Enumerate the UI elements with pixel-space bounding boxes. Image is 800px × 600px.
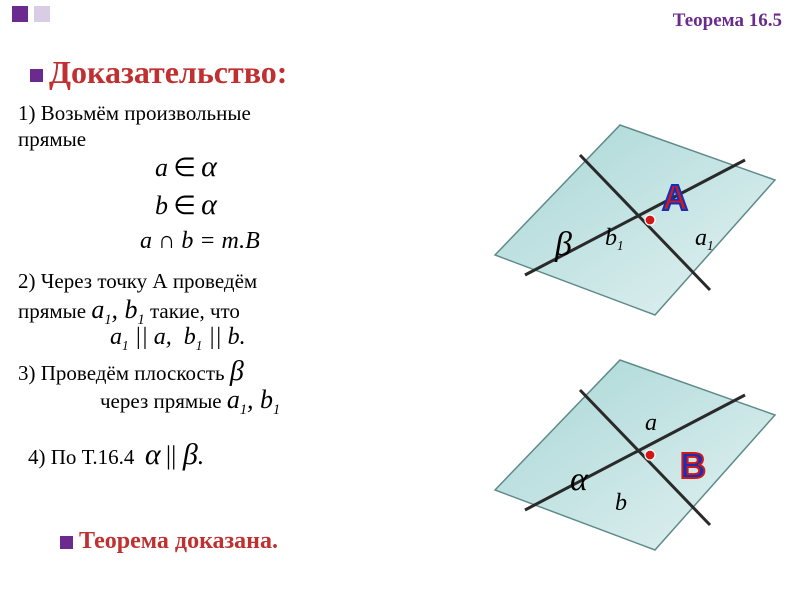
decor-sq1 xyxy=(12,6,28,22)
label-B: B xyxy=(680,445,706,486)
label-b: b xyxy=(615,490,627,516)
plane-alpha xyxy=(495,360,775,550)
point-B-dot xyxy=(645,450,655,460)
diagram-bottom: α a b B xyxy=(200,40,800,580)
label-a: a xyxy=(645,410,657,436)
bullet-icon xyxy=(60,536,73,549)
label-alpha: α xyxy=(570,461,589,498)
bullet-icon xyxy=(30,69,43,82)
theorem-number: Теорема 16.5 xyxy=(673,10,782,32)
step4-text: 4) По Т.16.4 α || β. xyxy=(28,436,204,474)
decor-sq2 xyxy=(34,6,50,22)
decor-squares xyxy=(12,6,52,27)
